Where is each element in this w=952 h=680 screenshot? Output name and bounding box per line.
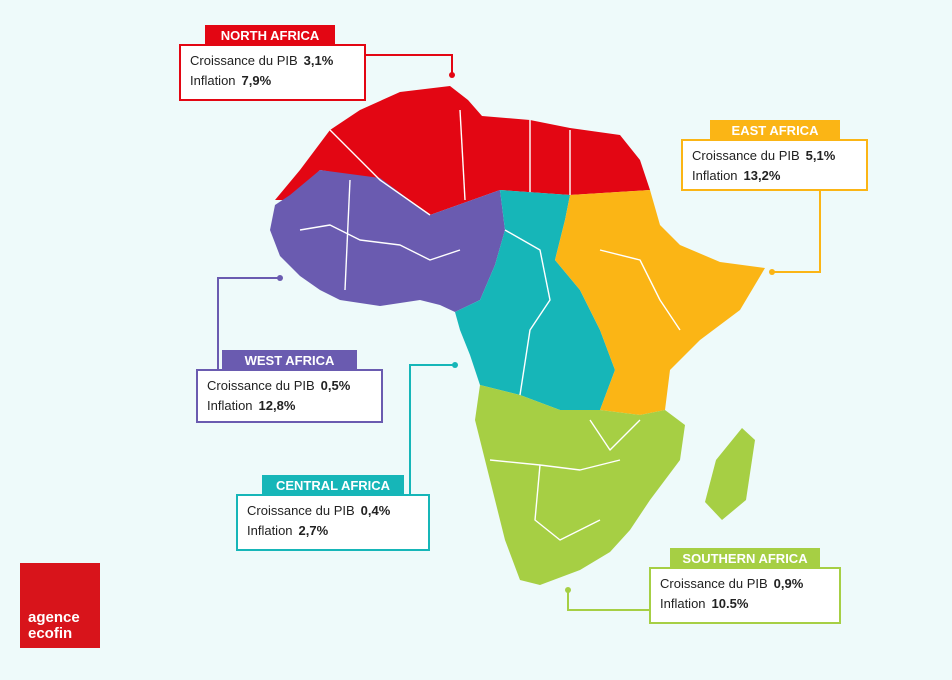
region-name: CENTRAL AFRICA xyxy=(276,478,391,493)
gdp-label: Croissance du PIB xyxy=(692,148,800,163)
region-header xyxy=(205,25,335,46)
gdp-label: Croissance du PIB xyxy=(190,53,298,68)
region-name: NORTH AFRICA xyxy=(221,28,320,43)
info-box xyxy=(179,44,366,101)
connector-line xyxy=(365,54,453,75)
country-border xyxy=(534,464,601,541)
region-name: SOUTHERN AFRICA xyxy=(682,551,808,566)
madagascar xyxy=(705,428,755,520)
inflation-line: Inflation 13,2% xyxy=(692,168,781,183)
info-box xyxy=(681,139,868,191)
gdp-value: 0,4% xyxy=(361,503,391,518)
inflation-line: Inflation 7,9% xyxy=(190,73,272,88)
inflation-label: Inflation xyxy=(207,398,253,413)
gdp-label: Croissance du PIB xyxy=(660,576,768,591)
inflation-value: 2,7% xyxy=(299,523,329,538)
gdp-line: Croissance du PIB 5,1% xyxy=(692,148,836,163)
inflation-value: 7,9% xyxy=(242,73,272,88)
connector-dot xyxy=(452,362,458,368)
gdp-line: Croissance du PIB 3,1% xyxy=(190,53,334,68)
inflation-label: Inflation xyxy=(660,596,706,611)
country-border xyxy=(599,249,681,331)
inflation-line: Inflation 2,7% xyxy=(247,523,329,538)
gdp-value: 0,5% xyxy=(321,378,351,393)
connector-line xyxy=(567,590,650,611)
connector-line xyxy=(217,277,280,370)
country-border xyxy=(299,224,461,261)
info-box xyxy=(649,567,841,624)
gdp-value: 5,1% xyxy=(806,148,836,163)
logo-text: ecofin xyxy=(28,625,72,642)
region-boxes: NORTH AFRICA Croissance du PIB 3,1% Inflati… xyxy=(179,25,868,624)
country-border xyxy=(489,459,621,471)
inflation-value: 12,8% xyxy=(259,398,296,413)
country-border xyxy=(459,109,466,201)
gdp-value: 3,1% xyxy=(304,53,334,68)
inflation-label: Inflation xyxy=(692,168,738,183)
connector-line xyxy=(409,364,455,495)
inflation-line: Inflation 10.5% xyxy=(660,596,749,611)
region-header xyxy=(262,475,404,496)
region-header xyxy=(222,350,357,371)
region-header xyxy=(670,548,820,569)
country-border xyxy=(589,419,641,451)
connector-dot xyxy=(769,269,775,275)
inflation-label: Inflation xyxy=(247,523,293,538)
inflation-label: Inflation xyxy=(190,73,236,88)
southern-africa-area xyxy=(475,385,685,585)
inflation-line: Inflation 12,8% xyxy=(207,398,296,413)
region-name: EAST AFRICA xyxy=(732,123,820,138)
logo-box xyxy=(20,563,100,648)
gdp-line: Croissance du PIB 0,5% xyxy=(207,378,351,393)
gdp-line: Croissance du PIB 0,9% xyxy=(660,576,804,591)
west-africa-area xyxy=(270,170,505,312)
east-africa-area xyxy=(555,190,765,415)
connector-dot xyxy=(565,587,571,593)
info-box xyxy=(196,369,383,423)
inflation-value: 10.5% xyxy=(712,596,749,611)
gdp-value: 0,9% xyxy=(774,576,804,591)
country-border xyxy=(329,129,431,216)
country-border xyxy=(504,229,551,396)
connector-dot xyxy=(449,72,455,78)
region-header xyxy=(710,120,840,141)
gdp-line: Croissance du PIB 0,4% xyxy=(247,503,391,518)
inflation-value: 13,2% xyxy=(744,168,781,183)
info-box xyxy=(236,494,430,551)
gdp-label: Croissance du PIB xyxy=(247,503,355,518)
connector-dot xyxy=(277,275,283,281)
africa-map xyxy=(270,86,765,585)
central-africa-area xyxy=(455,190,615,420)
connector-line xyxy=(772,190,821,273)
logo-text: agence xyxy=(28,609,80,626)
country-border xyxy=(344,179,351,291)
region-name: WEST AFRICA xyxy=(245,353,335,368)
gdp-label: Croissance du PIB xyxy=(207,378,315,393)
